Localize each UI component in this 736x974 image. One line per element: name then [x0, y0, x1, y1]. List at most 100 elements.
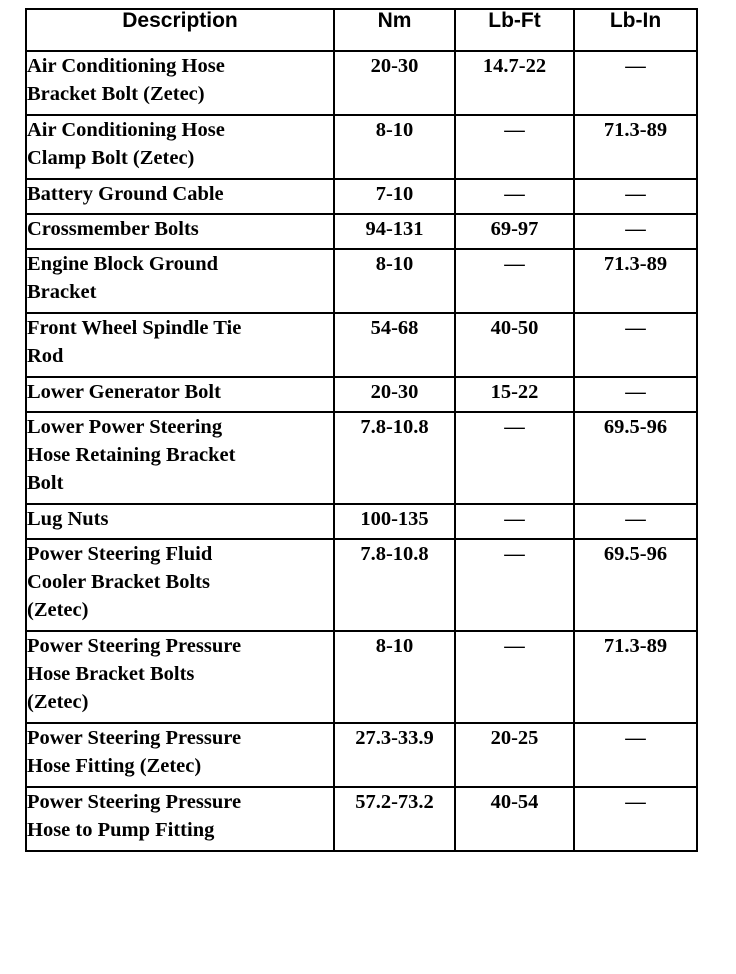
cell-lbin: — — [573, 503, 698, 540]
value-empty-dash: — — [625, 791, 646, 813]
table-body: Air Conditioning Hose Bracket Bolt (Zetec… — [25, 50, 698, 852]
value-empty-dash: — — [504, 253, 525, 275]
cell-description: Front Wheel Spindle Tie Rod — [25, 312, 335, 378]
value-empty-dash: — — [625, 183, 646, 205]
value-range: 71.3-89 — [603, 119, 668, 141]
cell-lbft: 69-97 — [454, 213, 575, 250]
cell-lbft: — — [454, 411, 575, 505]
cell-nm: 20-30 — [333, 50, 456, 116]
value-empty-dash: — — [625, 317, 646, 339]
cell-lbin: 69.5-96 — [573, 411, 698, 505]
value-range: 40-50 — [490, 317, 539, 339]
cell-nm: 54-68 — [333, 312, 456, 378]
column-header-nm: Nm — [333, 8, 456, 52]
cell-lbin: 71.3-89 — [573, 114, 698, 180]
column-header-lbft: Lb-Ft — [454, 8, 575, 52]
cell-lbin: — — [573, 786, 698, 852]
value-empty-dash: — — [625, 218, 646, 240]
cell-nm: 7.8-10.8 — [333, 411, 456, 505]
cell-nm: 8-10 — [333, 114, 456, 180]
table-row: Air Conditioning Hose Clamp Bolt (Zetec) 8… — [25, 114, 698, 180]
cell-description: Lug Nuts — [25, 503, 335, 540]
cell-nm: 8-10 — [333, 630, 456, 724]
cell-description: Power Steering Pressure Hose Fitting (Zet… — [25, 722, 335, 788]
value-range: 94-131 — [365, 218, 424, 240]
cell-description: Battery Ground Cable — [25, 178, 335, 215]
table-header: Description Nm Lb-Ft Lb-In — [25, 8, 698, 52]
value-range: 57.2-73.2 — [355, 791, 434, 813]
table-row: Air Conditioning Hose Bracket Bolt (Zetec… — [25, 50, 698, 116]
cell-lbin: 69.5-96 — [573, 538, 698, 632]
torque-specifications-table: Description Nm Lb-Ft Lb-In Air Condition… — [25, 8, 698, 852]
cell-nm: 7.8-10.8 — [333, 538, 456, 632]
value-range: 8-10 — [375, 119, 414, 141]
description-line: Power Steering Pressure — [27, 635, 242, 657]
cell-lbin: — — [573, 213, 698, 250]
value-empty-dash: — — [625, 508, 646, 530]
table-row: Lower Generator Bolt 20-30 15-22 — — [25, 376, 698, 413]
value-range: 7-10 — [375, 183, 414, 205]
table-row: Lug Nuts 100-135 — — — [25, 503, 698, 540]
column-header-description: Description — [25, 8, 335, 52]
description-line: Bolt — [27, 472, 64, 494]
table-row: Power Steering Pressure Hose Bracket Bolt… — [25, 630, 698, 724]
cell-description: Air Conditioning Hose Bracket Bolt (Zetec… — [25, 50, 335, 116]
description-line: Hose Fitting (Zetec) — [27, 755, 202, 777]
cell-nm: 27.3-33.9 — [333, 722, 456, 788]
cell-nm: 57.2-73.2 — [333, 786, 456, 852]
cell-nm: 7-10 — [333, 178, 456, 215]
cell-lbft: — — [454, 630, 575, 724]
description-line: Crossmember Bolts — [27, 218, 199, 240]
cell-lbin: — — [573, 722, 698, 788]
cell-lbft: 20-25 — [454, 722, 575, 788]
value-range: 69.5-96 — [603, 543, 668, 565]
table-row: Battery Ground Cable 7-10 — — — [25, 178, 698, 215]
description-line: Hose Bracket Bolts — [27, 663, 195, 685]
description-line: Air Conditioning Hose — [27, 55, 225, 77]
description-line: Cooler Bracket Bolts — [27, 571, 210, 593]
table-row: Lower Power Steering Hose Retaining Brack… — [25, 411, 698, 505]
cell-lbft: — — [454, 248, 575, 314]
cell-lbft: 40-54 — [454, 786, 575, 852]
value-range: 71.3-89 — [603, 253, 668, 275]
value-empty-dash: — — [625, 55, 646, 77]
value-empty-dash: — — [504, 119, 525, 141]
cell-description: Air Conditioning Hose Clamp Bolt (Zetec) — [25, 114, 335, 180]
cell-lbin: 71.3-89 — [573, 248, 698, 314]
cell-description: Lower Power Steering Hose Retaining Brack… — [25, 411, 335, 505]
value-range: 7.8-10.8 — [360, 543, 429, 565]
value-range: 69-97 — [490, 218, 539, 240]
value-range: 7.8-10.8 — [360, 416, 429, 438]
cell-lbft: — — [454, 114, 575, 180]
value-range: 8-10 — [375, 253, 414, 275]
description-line: Power Steering Fluid — [27, 543, 213, 565]
description-line: Hose Retaining Bracket — [27, 444, 236, 466]
value-empty-dash: — — [504, 416, 525, 438]
value-range: 40-54 — [490, 791, 539, 813]
cell-lbin: — — [573, 312, 698, 378]
table-row: Power Steering Pressure Hose to Pump Fitt… — [25, 786, 698, 852]
cell-lbin: — — [573, 178, 698, 215]
description-line: Bracket — [27, 281, 97, 303]
value-range: 20-30 — [370, 55, 419, 77]
description-line: Front Wheel Spindle Tie — [27, 317, 242, 339]
description-line: Engine Block Ground — [27, 253, 219, 275]
table-row: Power Steering Fluid Cooler Bracket Bolts… — [25, 538, 698, 632]
value-empty-dash: — — [625, 381, 646, 403]
value-range: 15-22 — [490, 381, 539, 403]
value-empty-dash: — — [504, 183, 525, 205]
value-range: 69.5-96 — [603, 416, 668, 438]
table-row: Front Wheel Spindle Tie Rod 54-68 40-50 — — [25, 312, 698, 378]
cell-lbin: 71.3-89 — [573, 630, 698, 724]
cell-lbin: — — [573, 376, 698, 413]
cell-nm: 20-30 — [333, 376, 456, 413]
cell-lbft: — — [454, 538, 575, 632]
description-line: Power Steering Pressure — [27, 791, 242, 813]
description-line: Rod — [27, 345, 64, 367]
value-range: 20-25 — [490, 727, 539, 749]
description-line: Lug Nuts — [27, 508, 109, 530]
description-line: Lower Generator Bolt — [27, 381, 221, 403]
value-empty-dash: — — [504, 543, 525, 565]
value-range: 14.7-22 — [482, 55, 547, 77]
cell-lbft: — — [454, 503, 575, 540]
